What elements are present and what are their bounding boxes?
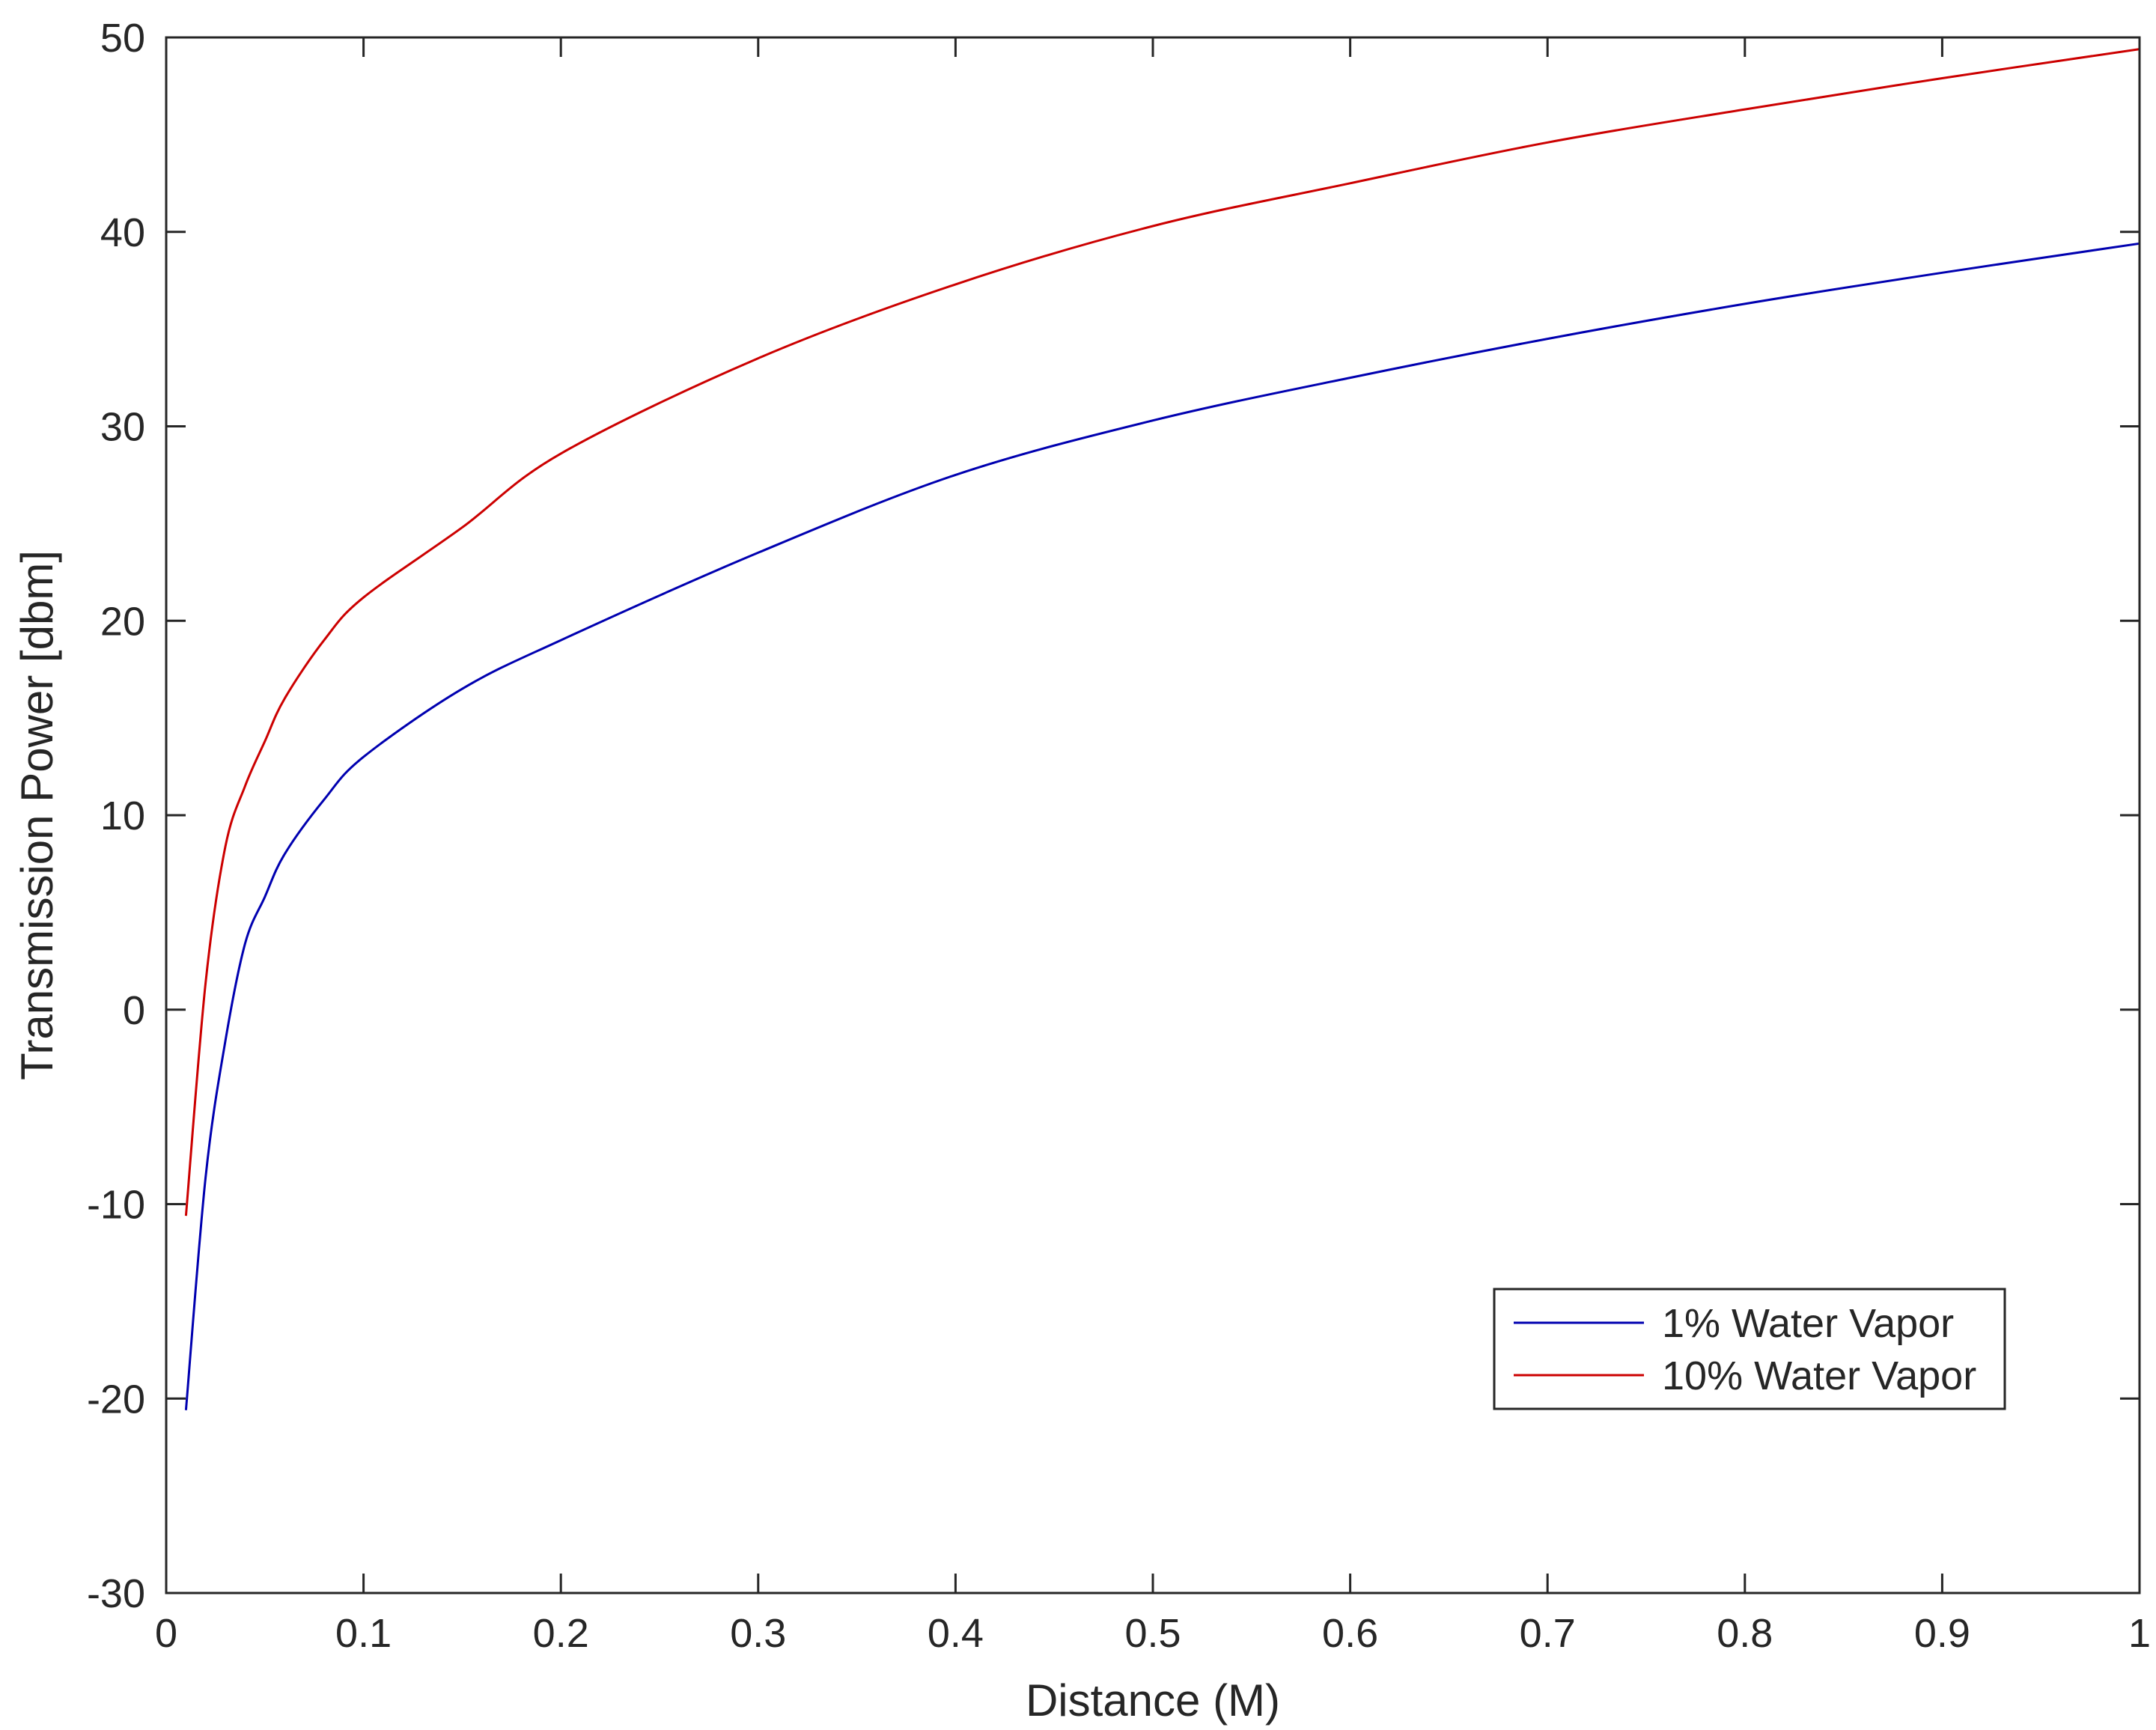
x-axis-label: Distance (M) xyxy=(1026,1675,1280,1726)
x-tick-label: 0.9 xyxy=(1914,1611,1970,1656)
x-tick-label: 0.4 xyxy=(928,1611,984,1656)
series-lines xyxy=(184,48,2140,1410)
y-tick-label: 40 xyxy=(100,210,145,255)
x-axis-ticks: 0 0.1 0.2 0.3 0.4 0.5 0.6 0.7 0.8 0.9 1 xyxy=(155,37,2151,1656)
y-tick-label: 30 xyxy=(100,405,145,450)
x-tick-label: 0.2 xyxy=(533,1611,589,1656)
y-tick-label: 0 xyxy=(123,988,145,1033)
y-tick-label: 20 xyxy=(100,599,145,644)
x-tick-label: 0.3 xyxy=(730,1611,786,1656)
x-tick-label: 0.1 xyxy=(335,1611,392,1656)
legend: 1% Water Vapor 10% Water Vapor xyxy=(1493,1288,2006,1410)
series-line-10pct-water-vapor xyxy=(184,48,2140,1216)
x-tick-label: 0.5 xyxy=(1124,1611,1181,1656)
y-axis-label: Transmission Power [dbm] xyxy=(12,550,62,1080)
x-tick-label: 0.7 xyxy=(1520,1611,1576,1656)
series-line-1pct-water-vapor xyxy=(184,242,2140,1410)
y-tick-label: -20 xyxy=(87,1377,145,1422)
x-tick-label: 0.8 xyxy=(1717,1611,1773,1656)
legend-box xyxy=(1493,1288,2006,1410)
y-tick-label: 10 xyxy=(100,794,145,838)
legend-label-1pct: 1% Water Vapor xyxy=(1662,1301,1954,1346)
legend-label-10pct: 10% Water Vapor xyxy=(1662,1353,1976,1398)
y-tick-label: 50 xyxy=(100,16,145,61)
y-tick-label: -30 xyxy=(87,1571,145,1616)
x-tick-label: 0 xyxy=(155,1611,177,1656)
y-tick-label: -10 xyxy=(87,1183,145,1228)
x-tick-label: 0.6 xyxy=(1322,1611,1378,1656)
y-axis-ticks: -30 -20 -10 0 10 20 30 40 50 xyxy=(87,16,2140,1616)
plot-frame xyxy=(165,36,2141,1595)
x-tick-label: 1 xyxy=(2128,1611,2151,1656)
